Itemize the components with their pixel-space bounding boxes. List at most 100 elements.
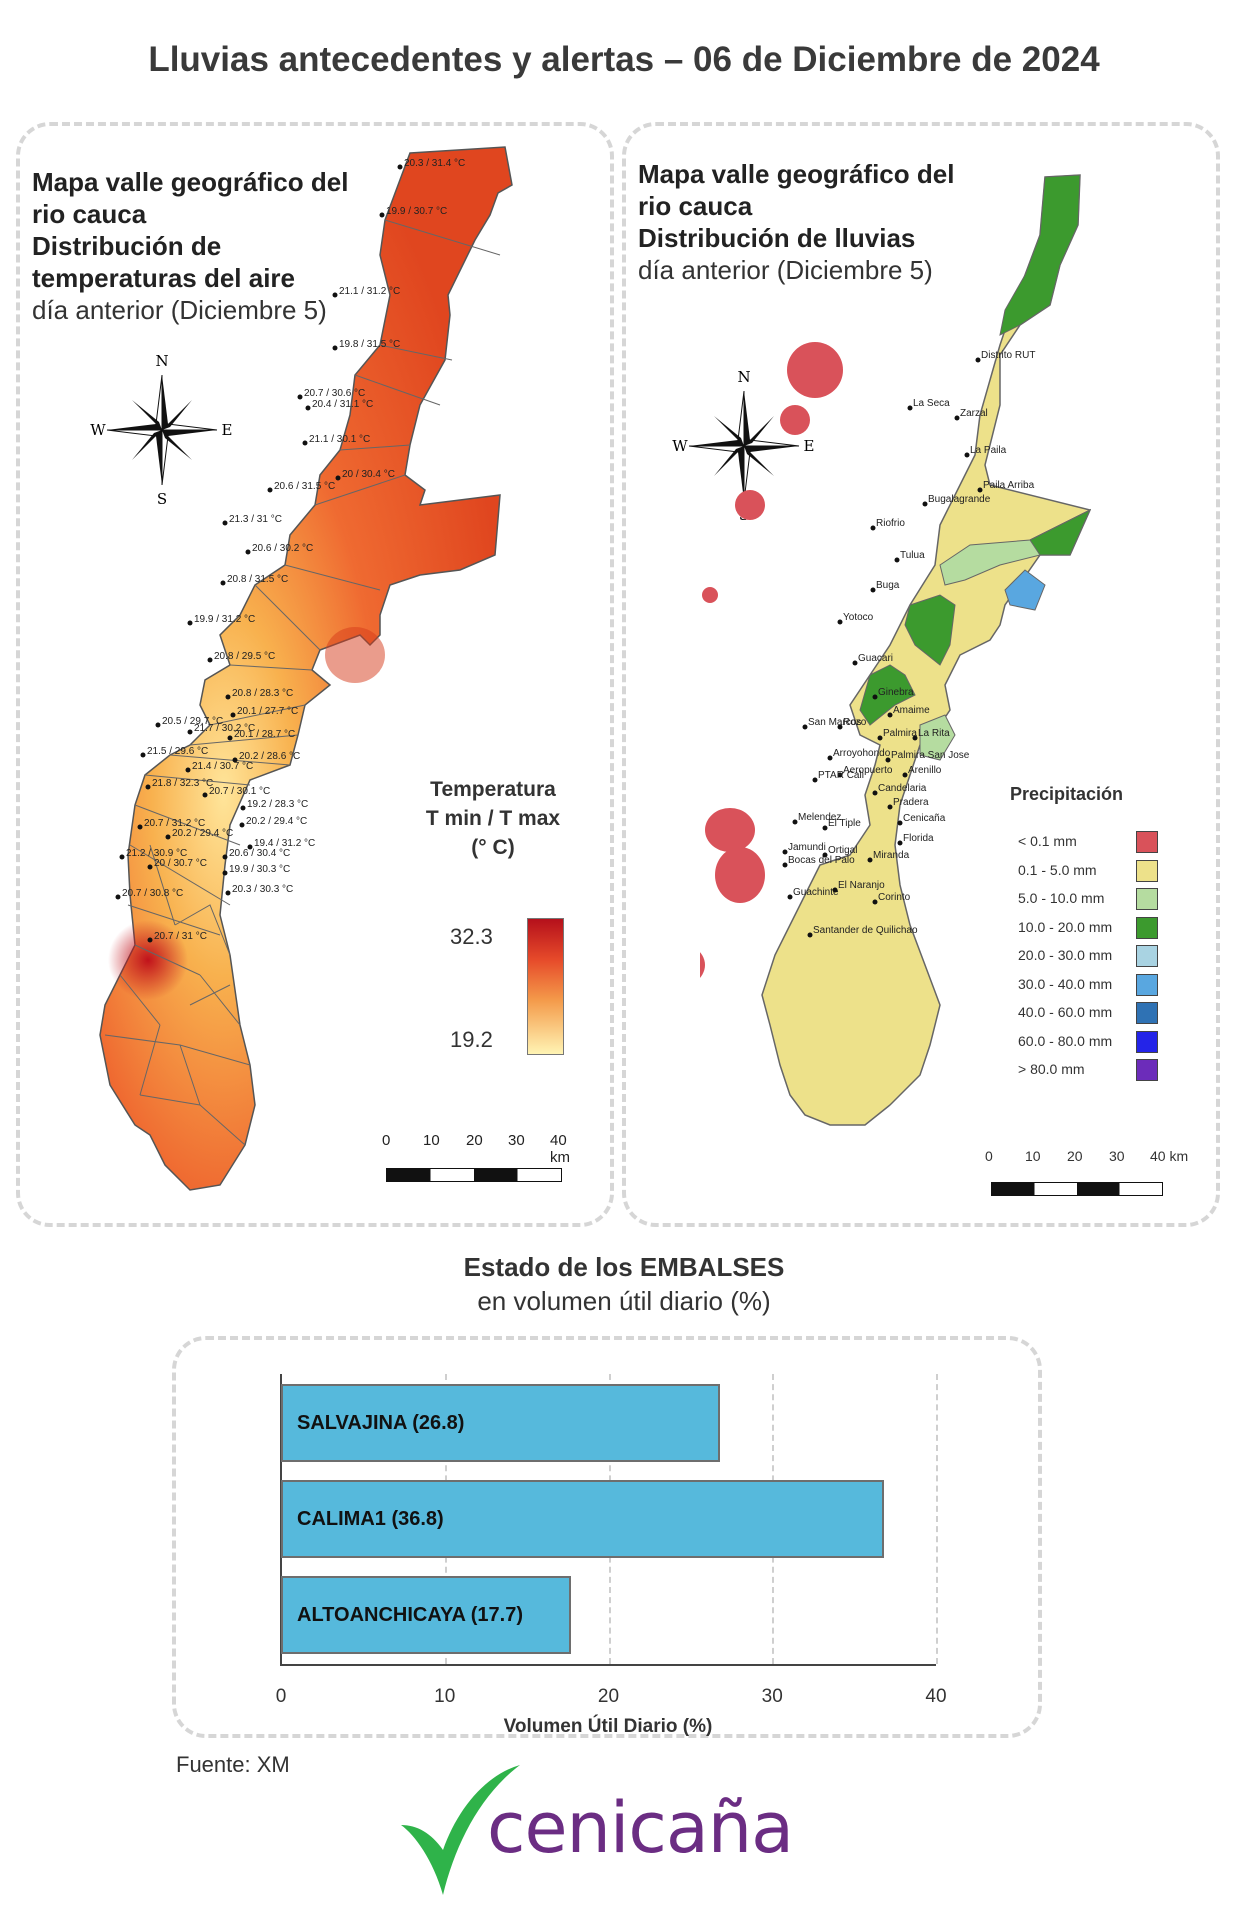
place-label: La Rita [918, 728, 950, 739]
place-marker [872, 790, 878, 796]
station-marker [165, 834, 171, 840]
rain-legend-item: 5.0 - 10.0 mm [1010, 888, 1210, 917]
place-label: Santander de Quilichao [813, 925, 918, 936]
place-label: La Seca [913, 398, 950, 409]
station-label: 20.2 / 29.4 °C [246, 816, 307, 827]
rain-legend-label: > 80.0 mm [1018, 1061, 1085, 1077]
svg-text:W: W [90, 421, 106, 439]
rain-legend-item: 20.0 - 30.0 mm [1010, 945, 1210, 974]
rain-legend-swatch [1136, 859, 1158, 882]
x-tick-label: 0 [275, 1686, 287, 1707]
place-marker [954, 415, 960, 421]
rain-legend-swatch [1136, 1002, 1158, 1024]
station-marker [222, 520, 228, 526]
rain-map: ViterboLa VirginiaCartagoDistrito RUTLa … [700, 174, 1092, 1126]
station-label: 20.7 / 31.2 °C [144, 818, 205, 829]
station-marker [332, 292, 338, 298]
place-label: Pradera [893, 797, 929, 808]
station-label: 20.7 / 30.8 °C [122, 888, 183, 899]
place-marker [822, 852, 828, 858]
place-marker [870, 525, 876, 531]
x-tick-label: 40 [925, 1686, 947, 1707]
station-label: 20 / 30.4 °C [342, 469, 395, 480]
place-marker [877, 735, 883, 741]
station-marker [245, 549, 251, 555]
station-marker [222, 870, 228, 876]
station-marker [332, 345, 338, 351]
rain-legend-swatch [1136, 1059, 1158, 1081]
rain-legend-label: 0.1 - 5.0 mm [1018, 861, 1097, 878]
leaf-checkmark-icon [401, 1765, 520, 1895]
rain-legend-item: 0.1 - 5.0 mm [1010, 859, 1210, 889]
station-label: 20.1 / 27.7 °C [237, 706, 298, 717]
place-label: Ginebra [878, 687, 914, 698]
reservoir-bar-label: SALVAJINA (26.8) [297, 1412, 465, 1434]
rain-legend-label: < 0.1 mm [1018, 833, 1077, 849]
compass-rose-icon: N S W E [672, 368, 814, 523]
place-marker [887, 804, 893, 810]
place-marker [837, 724, 843, 730]
place-label: Arenillo [908, 765, 942, 776]
rain-legend-swatch [1136, 973, 1158, 996]
place-marker [912, 735, 918, 741]
rain-legend-label: 60.0 - 80.0 mm [1018, 1032, 1113, 1049]
place-marker [922, 501, 928, 507]
place-marker [870, 587, 876, 593]
station-label: 21.5 / 29.6 °C [147, 746, 208, 757]
place-marker [872, 694, 878, 700]
place-label: PTAR Cali [818, 770, 864, 781]
station-label: 20.5 / 29.7 °C [162, 716, 223, 727]
place-label: Rozo [843, 717, 867, 728]
place-label: El Tiple [828, 818, 861, 829]
station-marker [247, 844, 253, 850]
temperature-map-title: Mapa valle geográfico del rio cauca Dist… [32, 167, 349, 325]
station-label: 20.7 / 30.1 °C [209, 786, 270, 797]
temperature-legend-colorbar [527, 918, 564, 1055]
temperature-map-panel [16, 122, 614, 1227]
station-label: 21.4 / 30.7 °C [192, 761, 253, 772]
place-label: Miranda [873, 850, 910, 861]
chart-x-axis-label: Volumen Útil Diario (%) [503, 1716, 713, 1737]
place-marker [832, 887, 838, 893]
place-marker [822, 825, 828, 831]
reservoir-bar-label: ALTOANCHICAYA (17.7) [297, 1604, 523, 1626]
place-label: Buga [876, 580, 900, 591]
station-marker [397, 164, 403, 170]
station-label: 19.8 / 31.5 °C [339, 339, 400, 350]
place-label: Yotoco [843, 612, 874, 623]
place-label: Palmira San Jose [891, 750, 970, 761]
station-label: 19.9 / 31.2 °C [194, 614, 255, 625]
station-marker [267, 487, 273, 493]
station-label: 19.2 / 28.3 °C [247, 799, 308, 810]
rain-legend-item: 40.0 - 60.0 mm [1010, 1002, 1210, 1031]
temperature-scale-bar: 0 10 20 30 40 km [380, 1132, 580, 1182]
place-label: Paila Arriba [983, 480, 1035, 491]
station-marker [232, 757, 238, 763]
rain-legend-label: 30.0 - 40.0 mm [1018, 975, 1113, 992]
place-label: El Naranjo [838, 880, 885, 891]
place-marker [787, 894, 793, 900]
place-marker [887, 712, 893, 718]
x-tick-label: 30 [761, 1686, 783, 1707]
station-label: 19.4 / 31.2 °C [254, 838, 315, 849]
place-label: San Marcos [808, 717, 861, 728]
rain-legend-item: 10.0 - 20.0 mm [1010, 916, 1210, 946]
station-label: 21.3 / 31 °C [229, 514, 282, 525]
station-label: 20 / 30.7 °C [154, 858, 207, 869]
rain-map-title: Mapa valle geográfico del rio cauca Dist… [638, 159, 955, 285]
x-tick-label: 10 [434, 1686, 456, 1707]
reservoir-title: Estado de los EMBALSES en volumen útil d… [463, 1252, 785, 1316]
temperature-legend-min: 19.2 [450, 1027, 493, 1052]
station-label: 21.1 / 30.1 °C [309, 434, 370, 445]
place-marker [897, 840, 903, 846]
compass-rose-icon: N S W E [90, 352, 232, 507]
station-marker [207, 657, 213, 663]
place-label: La Paila [970, 445, 1007, 456]
station-label: 20.1 / 28.7 °C [234, 729, 295, 740]
station-marker [379, 212, 385, 218]
rain-legend-label: 5.0 - 10.0 mm [1018, 890, 1105, 906]
place-label: Florida [903, 833, 934, 844]
place-label: Riofrio [876, 518, 905, 529]
place-label: Cenicaña [903, 813, 946, 824]
place-marker [872, 899, 878, 905]
